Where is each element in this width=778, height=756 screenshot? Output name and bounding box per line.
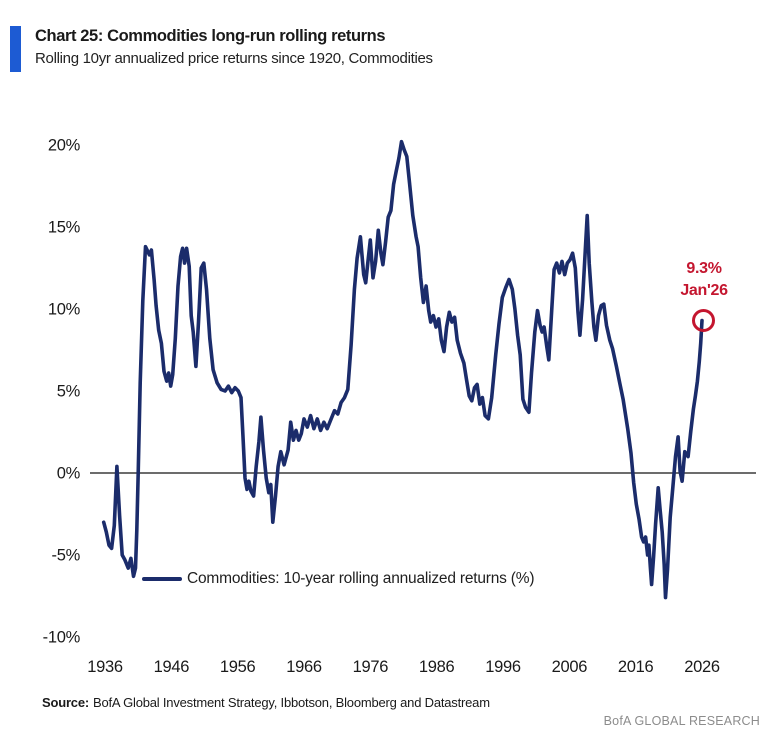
annotation-circle xyxy=(692,308,715,332)
x-tick-label: 2006 xyxy=(552,658,588,676)
x-tick-label: 1976 xyxy=(353,658,389,676)
x-tick-label: 1996 xyxy=(485,658,521,676)
chart-header: Chart 25: Commodities long-run rolling r… xyxy=(10,26,433,72)
x-tick-label: 1936 xyxy=(87,658,123,676)
brand-mark: BofA GLOBAL RESEARCH xyxy=(603,714,760,728)
chart-title: Chart 25: Commodities long-run rolling r… xyxy=(35,27,386,45)
series-line-commodities xyxy=(101,139,704,600)
x-tick-label: 2016 xyxy=(618,658,654,676)
x-tick-label: 1986 xyxy=(419,658,455,676)
annotation-value: 9.3% xyxy=(686,260,722,278)
chart-subtitle: Rolling 10yr annualized price returns si… xyxy=(35,50,433,67)
accent-bar xyxy=(10,26,21,72)
source-line: Source: BofA Global Investment Strategy, … xyxy=(42,695,490,710)
chart-titles: Chart 25: Commodities long-run rolling r… xyxy=(35,26,433,72)
y-tick-label: 15% xyxy=(48,219,81,237)
x-tick-label: 1946 xyxy=(154,658,190,676)
x-tick-label: 1966 xyxy=(286,658,322,676)
chart-legend: Commodities: 10-year rolling annualized … xyxy=(142,570,535,588)
y-tick-label: 5% xyxy=(57,383,81,401)
latest-value-annotation: 9.3% Jan'26 xyxy=(672,258,736,302)
annotation-date: Jan'26 xyxy=(680,282,728,300)
y-tick-label: 10% xyxy=(48,301,81,319)
y-tick-label: 20% xyxy=(48,137,81,155)
y-tick-label: -5% xyxy=(52,547,81,565)
y-tick-label: 0% xyxy=(57,465,81,483)
y-tick-label: -10% xyxy=(43,629,81,647)
x-tick-label: 1956 xyxy=(220,658,256,676)
legend-label: Commodities: 10-year rolling annualized … xyxy=(187,570,535,587)
source-text: BofA Global Investment Strategy, Ibbotso… xyxy=(93,695,490,710)
source-label: Source: xyxy=(42,695,90,710)
x-tick-label: 2026 xyxy=(684,658,720,676)
legend-line-swatch xyxy=(142,577,182,581)
